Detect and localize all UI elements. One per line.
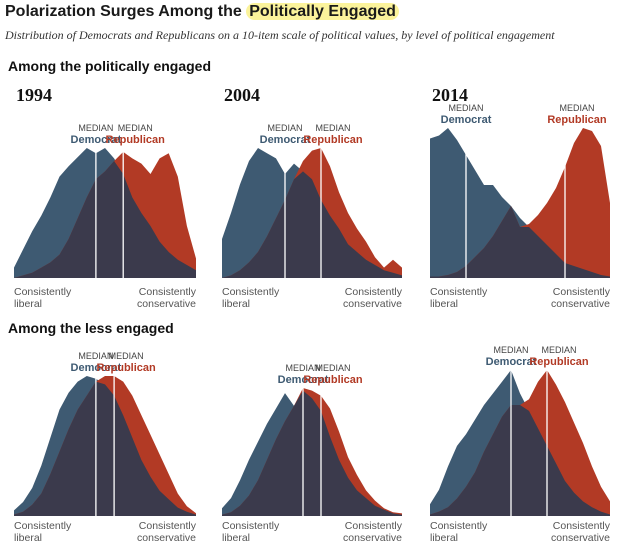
chart-title: Polarization Surges Among the Politicall…: [5, 3, 399, 21]
democrat-median-word: MEDIAN: [78, 123, 113, 133]
democrat-median-word: MEDIAN: [285, 363, 320, 373]
x-label-conservative-line2: conservative: [137, 298, 196, 310]
overlap-area: [222, 171, 402, 278]
chart-panel-3: MEDIANDemocratMEDIANRepublican2014Consis…: [430, 85, 611, 310]
year-label: 2014: [432, 85, 468, 105]
democrat-median-word: MEDIAN: [448, 103, 483, 113]
section-label-engaged: Among the politically engaged: [8, 58, 212, 74]
x-label-liberal-line1: Consistently: [14, 286, 72, 298]
x-label-conservative-line2: conservative: [551, 532, 610, 544]
x-label-conservative-line2: conservative: [343, 298, 402, 310]
overlap-area: [430, 405, 610, 516]
democrat-label: Democrat: [486, 356, 537, 368]
x-label-liberal-line2: liberal: [430, 298, 458, 310]
democrat-label: Democrat: [260, 134, 311, 146]
x-label-liberal-line1: Consistently: [430, 520, 488, 532]
overlap-area: [14, 381, 196, 516]
republican-label: Republican: [303, 134, 363, 146]
x-label-liberal-line1: Consistently: [14, 520, 72, 532]
republican-median-word: MEDIAN: [315, 363, 350, 373]
x-label-conservative-line1: Consistently: [553, 286, 611, 298]
republican-median-word: MEDIAN: [118, 123, 153, 133]
section-label-less-engaged: Among the less engaged: [8, 320, 174, 336]
x-label-conservative-line1: Consistently: [139, 286, 197, 298]
democrat-label: Democrat: [71, 362, 122, 374]
x-label-liberal-line1: Consistently: [222, 520, 280, 532]
title-highlight: Politically Engaged: [246, 3, 399, 20]
democrat-median-word: MEDIAN: [493, 345, 528, 355]
x-label-liberal-line2: liberal: [222, 532, 250, 544]
x-label-conservative-line1: Consistently: [345, 286, 403, 298]
x-label-conservative-line1: Consistently: [345, 520, 403, 532]
chart-subtitle: Distribution of Democrats and Republican…: [5, 28, 555, 42]
democrat-label: Democrat: [71, 134, 122, 146]
x-label-liberal-line1: Consistently: [430, 286, 488, 298]
overlap-area: [430, 206, 610, 278]
x-label-liberal-line2: liberal: [222, 298, 250, 310]
democrat-label: Democrat: [441, 114, 492, 126]
title-prefix: Polarization Surges Among the: [5, 3, 242, 20]
x-label-conservative-line2: conservative: [343, 532, 402, 544]
republican-median-word: MEDIAN: [559, 103, 594, 113]
democrat-median-word: MEDIAN: [78, 351, 113, 361]
republican-label: Republican: [96, 362, 156, 374]
democrat-median-word: MEDIAN: [267, 123, 302, 133]
x-label-liberal-line2: liberal: [14, 298, 42, 310]
chart-panel-6: MEDIANDemocratMEDIANRepublicanConsistent…: [430, 345, 611, 544]
chart-panel-2: MEDIANDemocratMEDIANRepublican2004Consis…: [222, 85, 403, 310]
democrat-area: [430, 128, 610, 278]
democrat-label: Democrat: [278, 374, 329, 386]
x-label-liberal-line2: liberal: [430, 532, 458, 544]
x-label-conservative-line2: conservative: [551, 298, 610, 310]
republican-median-word: MEDIAN: [541, 345, 576, 355]
x-label-conservative-line1: Consistently: [139, 520, 197, 532]
republican-median-word: MEDIAN: [109, 351, 144, 361]
year-label: 2004: [224, 85, 260, 105]
year-label: 1994: [16, 85, 52, 105]
republican-median-word: MEDIAN: [315, 123, 350, 133]
republican-label: Republican: [106, 134, 166, 146]
overlap-area: [14, 161, 196, 278]
x-label-liberal-line2: liberal: [14, 532, 42, 544]
overlap-area: [222, 390, 402, 516]
republican-label: Republican: [547, 114, 607, 126]
republican-label: Republican: [529, 356, 589, 368]
x-label-conservative-line1: Consistently: [553, 520, 611, 532]
x-label-conservative-line2: conservative: [137, 532, 196, 544]
x-label-liberal-line1: Consistently: [222, 286, 280, 298]
republican-label: Republican: [303, 374, 363, 386]
